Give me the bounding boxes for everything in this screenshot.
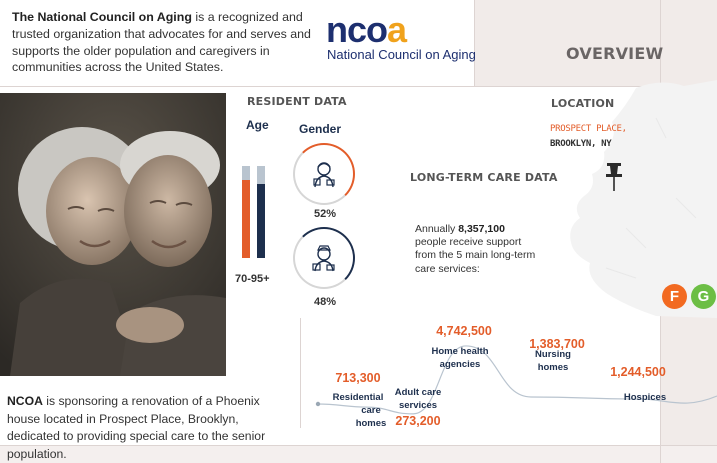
chart-category-label: agencies <box>440 359 481 370</box>
ncoa-logo: ncoa National Council on Aging <box>326 12 486 64</box>
intro-paragraph: The National Council on Aging is a recog… <box>12 9 330 76</box>
gender-ring-female <box>293 143 355 205</box>
chart-start-point <box>315 401 321 407</box>
age-bar <box>242 166 250 258</box>
chart-category-label: care <box>361 405 381 416</box>
gender-ring-male <box>293 227 355 289</box>
chart-value-label: 4,742,500 <box>436 324 492 338</box>
long-term-care-chart: 713,300 273,200 4,742,500 1,383,700 1,244,50… <box>315 324 717 429</box>
location-title: LOCATION <box>551 97 615 110</box>
subway-line-g-badge: G <box>691 284 716 309</box>
female-percent: 52% <box>314 208 337 220</box>
ltc-desc-suffix: people receive support from the 5 main l… <box>415 236 536 275</box>
gridline <box>474 0 475 86</box>
age-bar-fill <box>242 179 250 258</box>
brooklyn-map <box>570 80 717 318</box>
location-city: BROOKLYN, NY <box>550 139 612 149</box>
chart-category-label: Residential <box>333 392 384 403</box>
subway-line-f-badge: F <box>662 284 687 309</box>
elderly-man-icon <box>312 245 335 272</box>
elderly-couple-photo <box>0 93 226 376</box>
location-place: PROSPECT PLACE, <box>550 124 627 134</box>
logo-wordmark: ncoa <box>326 12 407 48</box>
chart-marks: 713,300 273,200 4,742,500 1,383,700 1,244,50… <box>315 324 666 429</box>
resident-data-title: RESIDENT DATA <box>247 95 347 108</box>
elderly-woman-icon <box>313 162 335 188</box>
chart-category-label: homes <box>538 362 569 373</box>
ncoa-sponsor-note: NCOA is sponsoring a renovation of a Pho… <box>7 393 292 463</box>
overview-title: OVERVIEW <box>566 44 664 63</box>
chart-value-label: 713,300 <box>335 371 380 385</box>
logo-tagline: National Council on Aging <box>327 47 476 62</box>
chart-value-label: 1,383,700 <box>529 337 585 351</box>
ltc-desc-number: 8,357,100 <box>458 223 505 235</box>
map-pin-icon <box>606 163 622 191</box>
chart-category-label: services <box>399 400 437 411</box>
chart-category-label: Adult care <box>395 387 441 398</box>
gridline <box>0 445 717 446</box>
ltc-desc-prefix: Annually <box>415 223 459 235</box>
age-bar-fill <box>257 184 265 258</box>
ncoa-note-text: is sponsoring a renovation of a Phoenix … <box>7 394 266 461</box>
chart-category-label: Home health <box>431 346 488 357</box>
chart-category-label: Nursing <box>535 349 571 360</box>
background-panel-top <box>474 0 660 86</box>
chart-category-label: Hospices <box>624 392 666 403</box>
logo-wordmark-accent: a <box>387 9 407 50</box>
age-range: 70-95+ <box>235 273 270 285</box>
long-term-care-description: Annually 8,357,100 people receive suppor… <box>415 223 539 276</box>
chart-value-label: 273,200 <box>395 414 440 428</box>
intro-org-name: The National Council on Aging <box>12 10 192 24</box>
age-bar <box>257 166 265 258</box>
age-label: Age <box>246 118 269 132</box>
gridline <box>300 318 301 428</box>
logo-wordmark-main: nco <box>326 9 388 50</box>
male-percent: 48% <box>314 296 337 308</box>
ncoa-note-org: NCOA <box>7 394 43 408</box>
chart-value-label: 1,244,500 <box>610 365 666 379</box>
background-panel-bottom <box>0 445 717 463</box>
gender-label: Gender <box>299 122 342 136</box>
long-term-care-title: LONG-TERM CARE DATA <box>410 171 558 184</box>
gridline <box>0 86 717 87</box>
intro-text: is a recognized and trusted organization… <box>12 10 311 75</box>
elderly-couple-image <box>0 93 226 376</box>
chart-category-label: homes <box>356 418 387 429</box>
chart-series-line <box>317 345 717 415</box>
